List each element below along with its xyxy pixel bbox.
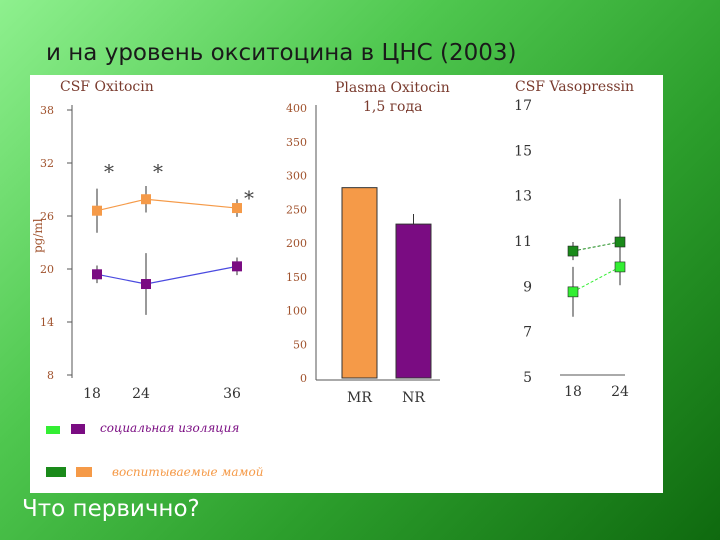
plasma-oxitocin-y-tick-label: 100 bbox=[286, 305, 307, 318]
csf-vasopressin-series-line bbox=[572, 241, 621, 252]
csf-oxitocin-y-tick-label: 32 bbox=[40, 157, 54, 170]
plasma-oxitocin-y-tick-label: 200 bbox=[286, 237, 307, 250]
csf-oxitocin-chart: CSF Oxitocin pg/ml 8 14 20 26 32 38 18 24 36 * * * bbox=[31, 79, 254, 402]
plasma-oxitocin-y-tick-label: 50 bbox=[293, 338, 307, 351]
csf-vasopressin-x-tick-label: 24 bbox=[611, 384, 629, 400]
legend-social-isolation: социальная изоляция bbox=[100, 421, 239, 435]
csf-oxitocin-series-line bbox=[96, 198, 238, 212]
legend-swatch-light-green bbox=[46, 426, 60, 434]
plasma-oxitocin-subtitle: 1,5 года bbox=[363, 99, 422, 115]
csf-vasopressin-series-line bbox=[572, 266, 621, 293]
legend-maternal: воспитываемые мамой bbox=[112, 465, 263, 479]
plasma-oxitocin-y-tick-label: 300 bbox=[286, 170, 307, 183]
csf-vasopressin-chart: CSF Vasopressin 5 7 9 11 13 15 17 18 24 bbox=[514, 79, 634, 400]
csf-oxitocin-y-tick-label: 26 bbox=[40, 210, 54, 223]
csf-oxitocin-title: CSF Oxitocin bbox=[60, 79, 154, 95]
plasma-oxitocin-chart: Plasma Oxitocin 1,5 года 0 50 100 150 200 250… bbox=[286, 80, 450, 406]
csf-vasopressin-y-tick-label: 5 bbox=[523, 370, 532, 386]
csf-oxitocin-point bbox=[232, 203, 242, 214]
csf-vasopressin-x-tick-label: 18 bbox=[564, 384, 582, 400]
plasma-oxitocin-bar bbox=[395, 223, 432, 379]
plasma-oxitocin-bar bbox=[341, 187, 378, 379]
plasma-oxitocin-x-tick-label: MR bbox=[347, 390, 372, 406]
csf-oxitocin-point bbox=[141, 194, 151, 205]
csf-oxitocin-x-tick-label: 24 bbox=[132, 386, 150, 402]
csf-vasopressin-y-tick-label: 13 bbox=[514, 189, 532, 205]
csf-oxitocin-significance-mark: * bbox=[244, 186, 254, 210]
csf-oxitocin-y-tick-label: 14 bbox=[40, 316, 54, 329]
csf-vasopressin-y-tick-label: 9 bbox=[523, 279, 532, 295]
csf-vasopressin-point bbox=[614, 236, 626, 248]
plasma-oxitocin-x-tick-label: NR bbox=[402, 390, 425, 406]
csf-oxitocin-x-tick-label: 36 bbox=[223, 386, 241, 402]
csf-vasopressin-y-tick-label: 11 bbox=[514, 234, 532, 250]
csf-oxitocin-y-tick-label: 20 bbox=[40, 263, 54, 276]
legend-swatch-dark-green bbox=[46, 467, 66, 477]
csf-oxitocin-x-tick-label: 18 bbox=[83, 386, 101, 402]
legend-swatch-orange bbox=[76, 467, 92, 477]
csf-vasopressin-point bbox=[567, 286, 579, 298]
plasma-oxitocin-y-tick-label: 150 bbox=[286, 271, 307, 284]
csf-oxitocin-point bbox=[141, 279, 151, 290]
csf-vasopressin-point bbox=[614, 261, 626, 273]
plasma-oxitocin-title: Plasma Oxitocin bbox=[335, 80, 450, 96]
plasma-oxitocin-y-tick-label: 250 bbox=[286, 203, 307, 216]
slide-title: и на уровень окситоцина в ЦНС (2003) bbox=[46, 40, 517, 66]
csf-oxitocin-point bbox=[92, 205, 102, 216]
figure-panel: CSF Oxitocin pg/ml 8 14 20 26 32 38 18 24 36 * * * … bbox=[30, 75, 663, 493]
question-text: Что первично? bbox=[22, 496, 200, 522]
csf-vasopressin-y-tick-label: 17 bbox=[514, 98, 532, 114]
plasma-oxitocin-y-tick-label: 400 bbox=[286, 102, 307, 115]
csf-vasopressin-y-tick-label: 15 bbox=[514, 143, 532, 159]
csf-vasopressin-point bbox=[567, 245, 579, 257]
legend: социальная изоляция воспитываемые мамой bbox=[46, 421, 263, 479]
legend-swatch-purple bbox=[71, 424, 85, 434]
plasma-oxitocin-y-tick-label: 0 bbox=[300, 372, 307, 385]
csf-vasopressin-y-tick-label: 7 bbox=[523, 325, 532, 341]
csf-oxitocin-ylabel: pg/ml bbox=[31, 218, 45, 253]
csf-vasopressin-title: CSF Vasopressin bbox=[515, 79, 634, 95]
csf-oxitocin-significance-mark: * bbox=[153, 160, 163, 184]
plasma-oxitocin-y-tick-label: 350 bbox=[286, 136, 307, 149]
csf-oxitocin-point bbox=[232, 261, 242, 272]
csf-oxitocin-y-tick-label: 8 bbox=[47, 369, 54, 382]
csf-oxitocin-significance-mark: * bbox=[104, 160, 114, 184]
csf-oxitocin-point bbox=[92, 269, 102, 280]
csf-oxitocin-y-tick-label: 38 bbox=[40, 104, 54, 117]
csf-oxitocin-series-line bbox=[96, 265, 238, 285]
